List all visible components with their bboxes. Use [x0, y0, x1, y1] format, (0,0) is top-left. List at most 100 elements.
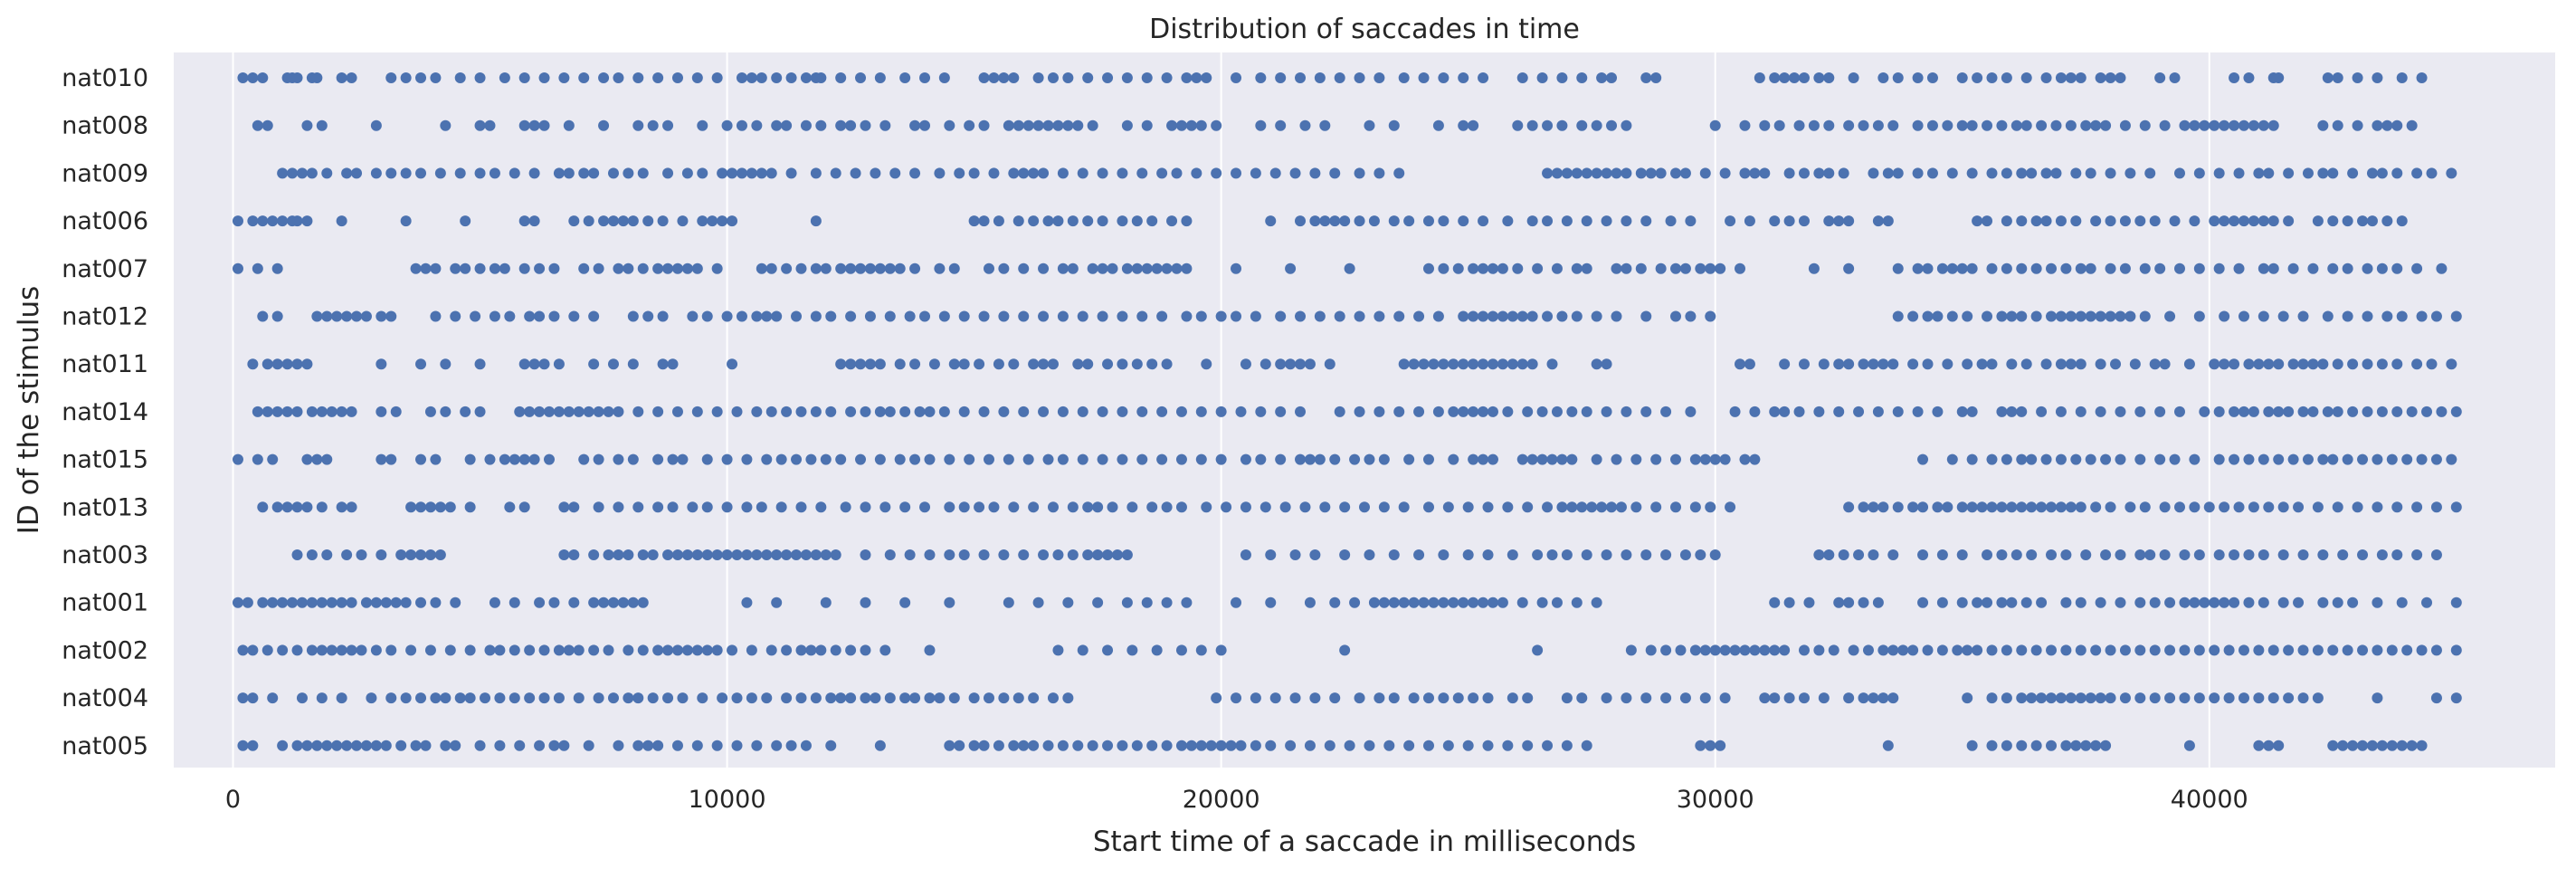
scatter-point [1843, 215, 1855, 227]
scatter-point [845, 644, 857, 656]
scatter-point [1946, 310, 1958, 322]
scatter-point [697, 215, 708, 227]
scatter-point [1877, 358, 1889, 370]
scatter-point [2297, 549, 2309, 560]
scatter-point [2080, 119, 2092, 131]
scatter-point [1621, 119, 1632, 131]
scatter-point [2134, 692, 2146, 704]
scatter-point [632, 72, 644, 83]
scatter-point [1872, 406, 1884, 417]
scatter-point [810, 692, 822, 704]
scatter-point [909, 167, 921, 179]
scatter-point [1689, 453, 1701, 465]
scatter-point [1621, 692, 1632, 704]
scatter-point [2124, 310, 2136, 322]
scatter-point [1566, 501, 1578, 513]
scatter-point [1018, 262, 1030, 274]
scatter-point [346, 644, 357, 656]
scatter-point [558, 549, 570, 560]
scatter-point [489, 310, 500, 322]
scatter-point [1715, 740, 1726, 751]
scatter-point [1422, 501, 1434, 513]
scatter-point [1601, 549, 1612, 560]
scatter-point [1966, 740, 1978, 751]
scatter-point [1912, 119, 1924, 131]
scatter-point [509, 453, 520, 465]
scatter-point [1798, 692, 1810, 704]
scatter-point [1596, 501, 1608, 513]
scatter-point [1028, 692, 1040, 704]
scatter-point [2119, 644, 2131, 656]
scatter-point [820, 262, 832, 274]
scatter-point [1117, 453, 1128, 465]
scatter-point [588, 549, 600, 560]
scatter-point [528, 453, 540, 465]
scatter-point [1468, 262, 1479, 274]
scatter-point [746, 692, 757, 704]
scatter-point [1754, 72, 1765, 83]
scatter-point [934, 262, 946, 274]
scatter-point [613, 72, 624, 83]
scatter-point [791, 453, 803, 465]
scatter-point [1354, 310, 1365, 322]
scatter-point [2149, 596, 2161, 608]
scatter-point [944, 549, 955, 560]
scatter-point [751, 310, 763, 322]
scatter-point [1259, 501, 1271, 513]
scatter-point [2006, 501, 2018, 513]
scatter-point [2060, 596, 2072, 608]
scatter-point [287, 596, 299, 608]
scatter-point [544, 453, 556, 465]
scatter-point [800, 119, 812, 131]
scatter-point [845, 262, 857, 274]
scatter-point [440, 358, 452, 370]
scatter-point [1279, 501, 1291, 513]
scatter-point [884, 549, 896, 560]
scatter-point [1640, 406, 1652, 417]
scatter-point [1275, 406, 1287, 417]
scatter-point [464, 644, 476, 656]
scatter-point [632, 406, 644, 417]
scatter-point [336, 692, 347, 704]
scatter-point [316, 644, 328, 656]
scatter-point [405, 549, 417, 560]
scatter-point [2253, 692, 2265, 704]
scatter-point [1571, 262, 1583, 274]
scatter-point [1986, 692, 1998, 704]
scatter-point [1038, 262, 1050, 274]
scatter-point [1596, 72, 1608, 83]
scatter-point [781, 119, 793, 131]
scatter-point [2347, 596, 2359, 608]
scatter-point [1601, 406, 1612, 417]
scatter-point [815, 72, 827, 83]
scatter-point [603, 406, 614, 417]
scatter-point [1117, 740, 1128, 751]
scatter-point [1685, 310, 1697, 322]
scatter-point [1621, 549, 1632, 560]
scatter-point [2055, 72, 2067, 83]
scatter-point [1843, 119, 1855, 131]
scatter-point [1211, 692, 1222, 704]
scatter-point [2411, 549, 2423, 560]
scatter-point [2075, 596, 2086, 608]
scatter-point [1349, 453, 1361, 465]
scatter-point [518, 358, 530, 370]
scatter-point [879, 119, 891, 131]
scatter-point [1526, 358, 1538, 370]
scatter-point [889, 167, 901, 179]
scatter-point [1028, 740, 1040, 751]
scatter-point [440, 119, 452, 131]
scatter-point [1452, 262, 1464, 274]
scatter-point [1255, 72, 1267, 83]
scatter-point [691, 549, 703, 560]
scatter-point [2238, 406, 2249, 417]
scatter-point [1719, 644, 1731, 656]
scatter-point [1102, 740, 1114, 751]
scatter-point [1709, 549, 1721, 560]
scatter-point [2016, 406, 2028, 417]
scatter-point [1032, 72, 1044, 83]
scatter-point [721, 119, 733, 131]
scatter-point [998, 310, 1010, 322]
scatter-point [2416, 72, 2428, 83]
